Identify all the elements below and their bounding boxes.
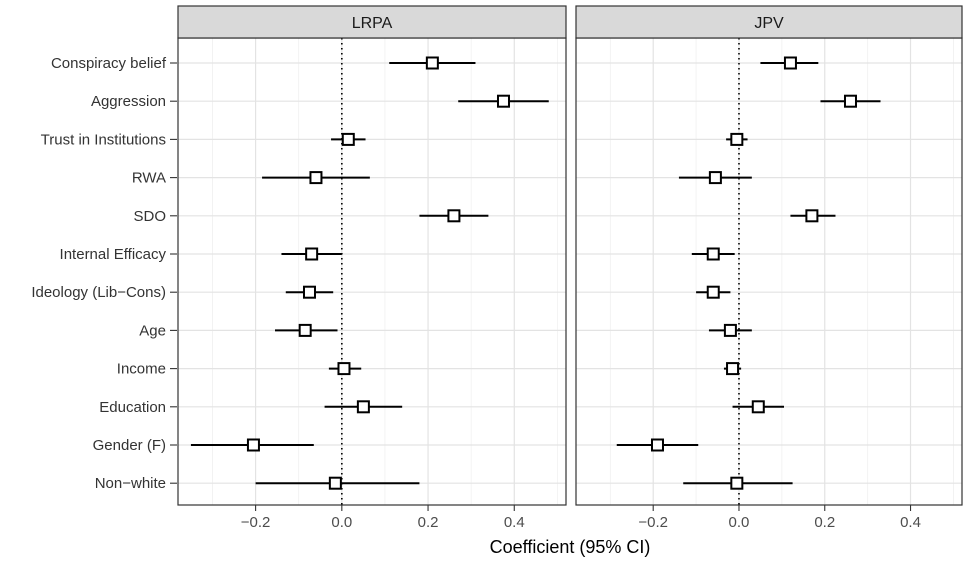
facet-strip [177,5,567,39]
point-estimate-lrpa-2 [341,132,355,146]
x-tick-label: 0.4 [900,514,921,531]
x-tick-label: 0.0 [729,514,750,531]
point-estimate-jpv-2 [730,132,744,146]
point-estimate-jpv-7 [723,323,737,337]
y-tick-label-9: Education [99,399,166,416]
panel-jpv: JPV −0.2 0.0 0.2 0.4 [575,5,963,531]
x-tick-label: 0.0 [331,514,352,531]
y-tick-label-4: SDO [133,208,166,225]
point-estimate-jpv-10 [650,438,664,452]
point-estimate-jpv-8 [726,362,740,376]
point-estimate-jpv-0 [783,56,797,70]
x-tick-label: 0.2 [814,514,835,531]
point-estimate-jpv-3 [708,171,722,185]
panel-background [178,38,566,505]
facet-strip-label: LRPA [352,15,393,32]
y-tick-label-3: RWA [132,170,166,187]
point-estimate-jpv-5 [706,247,720,261]
point-estimate-jpv-9 [751,400,765,414]
y-tick-label-1: Aggression [91,93,166,110]
x-tick-label: −0.2 [638,514,668,531]
x-tick-label: −0.2 [241,514,271,531]
y-tick-label-7: Age [139,322,166,339]
point-estimate-jpv-1 [843,94,857,108]
point-estimate-lrpa-4 [447,209,461,223]
point-estimate-lrpa-0 [425,56,439,70]
point-estimate-lrpa-7 [298,323,312,337]
point-estimate-lrpa-3 [309,171,323,185]
point-estimate-lrpa-10 [246,438,260,452]
point-estimate-jpv-4 [805,209,819,223]
point-estimate-lrpa-9 [356,400,370,414]
point-estimate-lrpa-8 [337,362,351,376]
y-tick-label-2: Trust in Institutions [41,131,166,148]
panel-background [576,38,962,505]
y-tick-label-8: Income [117,361,166,378]
point-estimate-lrpa-11 [328,476,342,490]
x-tick-label: 0.4 [504,514,525,531]
x-tick-label: 0.2 [418,514,439,531]
facet-strip-label: JPV [754,15,784,32]
y-tick-label-6: Ideology (Lib−Cons) [31,284,166,301]
y-tick-label-5: Internal Efficacy [60,246,167,263]
point-estimate-lrpa-6 [302,285,316,299]
y-tick-label-0: Conspiracy belief [51,55,167,72]
facet-strip [575,5,963,39]
point-estimate-lrpa-5 [305,247,319,261]
point-estimate-lrpa-1 [496,94,510,108]
y-tick-label-10: Gender (F) [93,437,166,454]
x-axis-title: Coefficient (95% CI) [490,537,651,557]
y-tick-label-11: Non−white [95,475,166,492]
point-estimate-jpv-11 [730,476,744,490]
panel-lrpa: LRPA −0.2 0.0 0.2 0.4 [177,5,567,531]
point-estimate-jpv-6 [706,285,720,299]
